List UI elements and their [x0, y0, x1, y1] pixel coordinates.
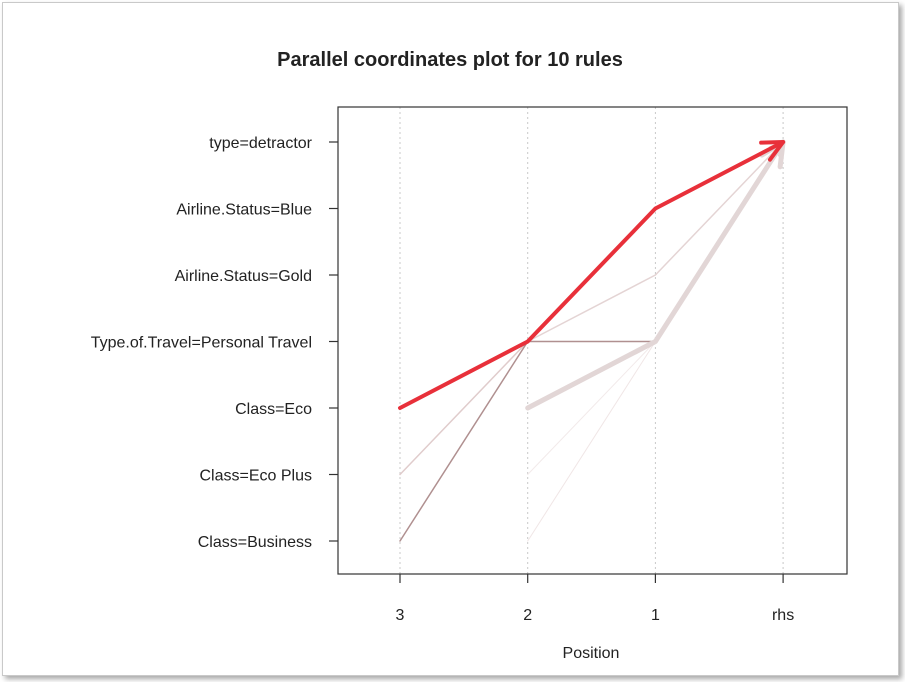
- gridlines: [399, 107, 784, 574]
- rule-line-2: [525, 139, 786, 411]
- y-tick-label: Class=Business: [198, 534, 312, 551]
- chart-title: Parallel coordinates plot for 10 rules: [277, 49, 623, 71]
- y-axis: type=detractor Airline.Status=Blue Airline…: [91, 135, 338, 551]
- rule-arrowhead-1: [759, 140, 786, 162]
- y-tick-label: Airline.Status=Blue: [176, 202, 312, 219]
- y-tick-label: type=detractor: [209, 135, 312, 152]
- rule-lines: [398, 139, 786, 542]
- rule-line-1: [398, 140, 786, 410]
- x-axis: 3 2 1 rhs: [396, 574, 794, 624]
- rule-line-5: [526, 141, 784, 343]
- rule-line-7: [527, 341, 656, 542]
- x-axis-label: Position: [563, 645, 620, 662]
- y-tick-label: Type.of.Travel=Personal Travel: [91, 335, 312, 352]
- plot-border: [337, 106, 848, 575]
- rule-line-8: [527, 341, 656, 475]
- y-tick-label: Class=Eco Plus: [200, 468, 313, 485]
- chart-frame: [2, 2, 899, 676]
- y-tick-label: Class=Eco: [235, 401, 312, 418]
- x-tick-label: 1: [651, 607, 660, 624]
- rule-line-4: [399, 340, 529, 476]
- y-tick-label: Airline.Status=Gold: [175, 268, 312, 285]
- x-tick-label: 2: [523, 607, 532, 624]
- x-tick-label: rhs: [772, 607, 794, 624]
- x-tick-label: 3: [396, 607, 405, 624]
